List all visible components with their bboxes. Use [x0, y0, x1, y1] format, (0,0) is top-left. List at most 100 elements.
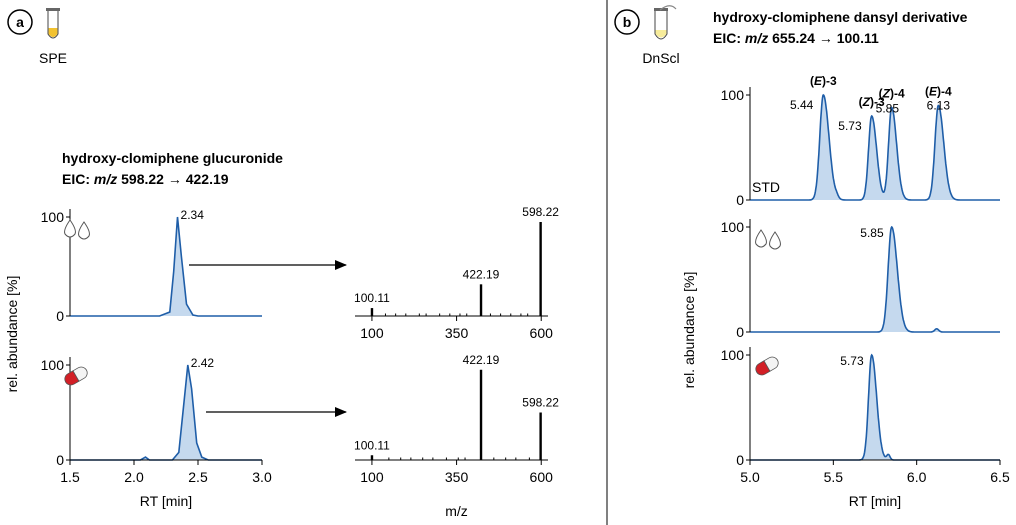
ms-peak-label: 422.19	[463, 267, 500, 281]
y-axis-label: rel. abundance [%]	[681, 272, 697, 389]
urine-drops-icon	[64, 219, 90, 240]
capsule-half	[72, 366, 88, 382]
y-tick-label: 100	[721, 87, 745, 103]
x-tick-label: 3.0	[252, 469, 272, 485]
x-tick-label: 600	[530, 325, 554, 341]
ms-peak-label: 100.11	[354, 291, 390, 305]
chromatogram-fill	[750, 227, 1000, 332]
x-tick-label: 350	[445, 469, 469, 485]
isomer-label: (Z)-3	[859, 95, 885, 109]
capsule-half	[64, 370, 80, 386]
chromatogram-trace	[70, 364, 262, 461]
isomer-suffix: )-4	[890, 87, 905, 101]
chart-b-chromatogram-capsule: 0 100 5.0 5.5 6.0 6.5 RT [min] rel. abundance […	[681, 272, 1010, 509]
x-axis-label: RT [min]	[849, 493, 901, 509]
dnscl-label: DnScl	[642, 50, 679, 66]
isomer-label: (Z)-4	[879, 87, 905, 101]
chromatogram-trace	[750, 93, 1000, 201]
x-tick-label: 600	[530, 469, 554, 485]
dnscl-tube-icon	[654, 5, 677, 40]
isomer-paren: (	[810, 74, 814, 88]
y-tick-label: 100	[721, 347, 745, 363]
y-tick-label: 100	[721, 219, 745, 235]
panel-b-title: hydroxy-clomiphene dansyl derivative	[713, 9, 968, 25]
chart-a-chromatogram-urine: 0 100 2.34	[41, 208, 262, 324]
y-tick-label: 0	[56, 452, 64, 468]
capsule-half	[763, 356, 779, 372]
y-tick-label: 0	[736, 192, 744, 208]
isomer-label: (E)-4	[925, 85, 952, 99]
peak-rt-label: 5.73	[840, 354, 864, 368]
x-tick-label: 100	[360, 325, 384, 341]
drop	[78, 221, 90, 240]
panel-b-badge: b	[614, 9, 640, 35]
chart-a-mass-spectrum-capsule: 100.11 422.19 598.22 100 350 600 m/z	[354, 353, 559, 519]
y-tick-label: 0	[56, 308, 64, 324]
x-tick-label: 100	[360, 469, 384, 485]
chromatogram-trace	[70, 216, 262, 317]
x-tick-label: 5.0	[740, 469, 760, 485]
isomer-label: (E)-3	[810, 74, 837, 88]
isomer-suffix: )-3	[870, 95, 885, 109]
eic-prefix: EIC:	[62, 171, 94, 187]
y-axis-label: rel. abundance [%]	[4, 276, 20, 393]
peak-rt-label: 5.85	[876, 102, 900, 116]
panel-a-badge-letter: a	[16, 14, 24, 30]
ms-peak-label: 598.22	[522, 205, 559, 219]
panel-a-badge: a	[7, 9, 33, 35]
eic-value: 655.24 → 100.11	[768, 30, 879, 46]
drop	[64, 219, 76, 238]
panel-b-badge-letter: b	[623, 14, 632, 30]
isomer-config: E	[929, 85, 938, 99]
ms-peak-label: 100.11	[354, 438, 390, 452]
chart-a-chromatogram-capsule: 0 100 1.5 2.0 2.5 3.0 RT [min] rel. abundance […	[4, 276, 272, 509]
peak-rt-label: 5.73	[838, 119, 862, 133]
chromatogram-fill	[70, 217, 262, 316]
y-tick-label: 0	[736, 452, 744, 468]
x-tick-label: 1.5	[60, 469, 80, 485]
eic-prefix: EIC:	[713, 30, 745, 46]
x-tick-label: 2.5	[188, 469, 208, 485]
isomer-paren: (	[859, 95, 863, 109]
spe-label: SPE	[39, 50, 67, 66]
isomer-config: E	[814, 74, 823, 88]
drop	[755, 229, 767, 248]
isomer-suffix: )-3	[822, 74, 837, 88]
y-tick-label: 100	[41, 357, 65, 373]
capsule-icon	[755, 356, 779, 376]
eic-mz: m/z	[745, 30, 768, 46]
peak-rt-label: 2.42	[191, 356, 215, 370]
chromatogram-fill	[750, 355, 1000, 460]
chromatogram-trace	[750, 225, 1000, 333]
peak-rt-label: 6.13	[927, 99, 951, 113]
x-tick-label: 6.5	[990, 469, 1010, 485]
capsule-icon	[64, 366, 88, 386]
chart-a-mass-spectrum-urine: 100.11 422.19 598.22 100 350 600	[354, 205, 559, 341]
y-tick-label: 0	[736, 324, 744, 340]
isomer-config: Z	[882, 87, 891, 101]
peak-rt-label: 5.85	[860, 226, 884, 240]
urine-drops-icon	[755, 229, 781, 250]
std-label: STD	[752, 179, 780, 195]
eic-value: 598.22 → 422.19	[117, 171, 229, 187]
peak-rt-label: 5.44	[790, 98, 814, 112]
eic-mz: m/z	[94, 171, 117, 187]
capsule-half	[755, 360, 771, 376]
ms-peak-label: 598.22	[522, 396, 559, 410]
isomer-suffix: )-4	[937, 85, 952, 99]
y-tick-label: 100	[41, 209, 65, 225]
ms-peak-label: 422.19	[463, 353, 500, 367]
chromatogram-fill	[750, 95, 1000, 200]
drop	[769, 231, 781, 250]
x-tick-label: 5.5	[824, 469, 844, 485]
x-axis-label: RT [min]	[140, 493, 192, 509]
peak-rt-label: 2.34	[181, 208, 205, 222]
x-axis-label: m/z	[445, 503, 468, 519]
isomer-paren: (	[925, 85, 929, 99]
isomer-config: Z	[862, 95, 871, 109]
x-tick-label: 2.0	[124, 469, 144, 485]
isomer-paren: (	[879, 87, 883, 101]
panel-a-eic: EIC: m/z 598.22 → 422.19	[62, 171, 229, 187]
